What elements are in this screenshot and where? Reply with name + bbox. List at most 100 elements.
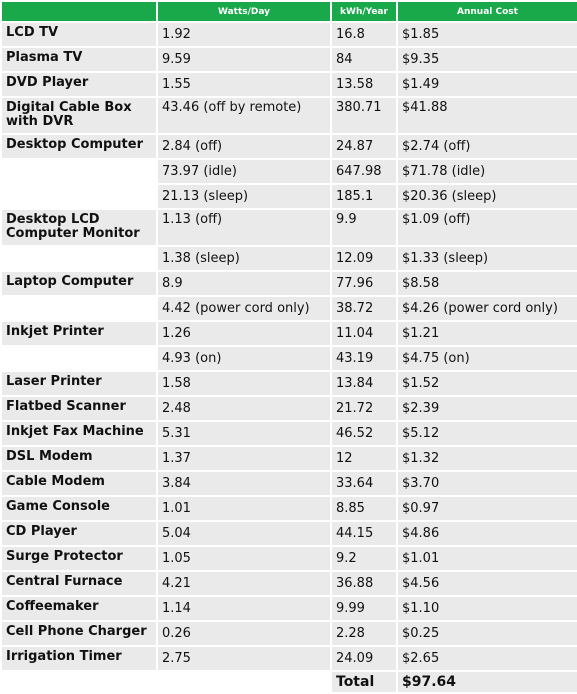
appliance-cell (2, 185, 156, 208)
appliance-cell (2, 160, 156, 183)
cost-cell: $1.49 (398, 73, 577, 96)
kwh-cell: 185.1 (332, 185, 396, 208)
watts-cell: 4.21 (158, 572, 330, 595)
appliance-cell: Cable Modem (2, 472, 156, 495)
appliance-cell: Plasma TV (2, 48, 156, 71)
cost-cell: $5.12 (398, 422, 577, 445)
appliance-cell: CD Player (2, 522, 156, 545)
header-watts-per-day: Watts/Day (158, 2, 330, 21)
cost-cell: $4.26 (power cord only) (398, 297, 577, 320)
kwh-cell: 9.2 (332, 547, 396, 570)
kwh-cell: 12 (332, 447, 396, 470)
table-row: Cell Phone Charger 0.26 2.28 $0.25 (2, 622, 577, 645)
cost-cell: $4.86 (398, 522, 577, 545)
watts-cell: 1.55 (158, 73, 330, 96)
total-value: $97.64 (398, 672, 577, 692)
total-spacer (158, 672, 330, 692)
cost-cell: $2.65 (398, 647, 577, 670)
watts-cell: 3.84 (158, 472, 330, 495)
cost-cell: $20.36 (sleep) (398, 185, 577, 208)
watts-cell: 2.75 (158, 647, 330, 670)
table-header: Watts/Day kWh/Year Annual Cost (2, 2, 577, 21)
cost-cell: $1.33 (sleep) (398, 247, 577, 270)
table-row: Plasma TV 9.59 84 $9.35 (2, 48, 577, 71)
table-row: Digital Cable Box with DVR 43.46 (off by … (2, 98, 577, 133)
kwh-cell: 77.96 (332, 272, 396, 295)
kwh-cell: 33.64 (332, 472, 396, 495)
cost-cell: $1.21 (398, 322, 577, 345)
appliance-cell: Irrigation Timer (2, 647, 156, 670)
appliance-cell: Desktop Computer (2, 135, 156, 158)
table-row: 4.42 (power cord only) 38.72 $4.26 (power … (2, 297, 577, 320)
cost-cell: $0.97 (398, 497, 577, 520)
appliance-cell: Inkjet Fax Machine (2, 422, 156, 445)
watts-cell: 1.05 (158, 547, 330, 570)
appliance-cell (2, 347, 156, 370)
cost-cell: $9.35 (398, 48, 577, 71)
kwh-cell: 9.99 (332, 597, 396, 620)
watts-cell: 4.42 (power cord only) (158, 297, 330, 320)
table-row: DSL Modem 1.37 12 $1.32 (2, 447, 577, 470)
watts-cell: 1.26 (158, 322, 330, 345)
appliance-cell: Laser Printer (2, 372, 156, 395)
table-row: Desktop Computer 2.84 (off) 24.87 $2.74 (of… (2, 135, 577, 158)
appliance-cell: Laptop Computer (2, 272, 156, 295)
kwh-cell: 43.19 (332, 347, 396, 370)
header-kwh-per-year: kWh/Year (332, 2, 396, 21)
cost-cell: $2.39 (398, 397, 577, 420)
cost-cell: $41.88 (398, 98, 577, 133)
kwh-cell: 21.72 (332, 397, 396, 420)
table-row: Inkjet Fax Machine 5.31 46.52 $5.12 (2, 422, 577, 445)
watts-cell: 1.92 (158, 23, 330, 46)
table-row: Laser Printer 1.58 13.84 $1.52 (2, 372, 577, 395)
kwh-cell: 11.04 (332, 322, 396, 345)
table-row: DVD Player 1.55 13.58 $1.49 (2, 73, 577, 96)
header-appliance (2, 2, 156, 21)
appliance-cell (2, 247, 156, 270)
table-row: Coffeemaker 1.14 9.99 $1.10 (2, 597, 577, 620)
table-row: Game Console 1.01 8.85 $0.97 (2, 497, 577, 520)
cost-cell: $1.32 (398, 447, 577, 470)
table-row: 73.97 (idle) 647.98 $71.78 (idle) (2, 160, 577, 183)
table-row: Central Furnace 4.21 36.88 $4.56 (2, 572, 577, 595)
cost-cell: $1.85 (398, 23, 577, 46)
kwh-cell: 2.28 (332, 622, 396, 645)
kwh-cell: 16.8 (332, 23, 396, 46)
kwh-cell: 24.87 (332, 135, 396, 158)
appliance-cell: Surge Protector (2, 547, 156, 570)
appliance-cell: Digital Cable Box with DVR (2, 98, 156, 133)
watts-cell: 1.58 (158, 372, 330, 395)
watts-cell: 9.59 (158, 48, 330, 71)
table-row: Cable Modem 3.84 33.64 $3.70 (2, 472, 577, 495)
total-label: Total (332, 672, 396, 692)
cost-cell: $4.75 (on) (398, 347, 577, 370)
cost-cell: $8.58 (398, 272, 577, 295)
watts-cell: 1.13 (off) (158, 210, 330, 245)
kwh-cell: 380.71 (332, 98, 396, 133)
watts-cell: 1.01 (158, 497, 330, 520)
watts-cell: 73.97 (idle) (158, 160, 330, 183)
cost-cell: $1.09 (off) (398, 210, 577, 245)
watts-cell: 1.14 (158, 597, 330, 620)
appliance-cell: Flatbed Scanner (2, 397, 156, 420)
total-spacer (2, 672, 156, 692)
kwh-cell: 38.72 (332, 297, 396, 320)
kwh-cell: 647.98 (332, 160, 396, 183)
appliance-cell (2, 297, 156, 320)
watts-cell: 8.9 (158, 272, 330, 295)
watts-cell: 5.31 (158, 422, 330, 445)
cost-cell: $0.25 (398, 622, 577, 645)
watts-cell: 2.84 (off) (158, 135, 330, 158)
table-row: LCD TV 1.92 16.8 $1.85 (2, 23, 577, 46)
table-row: CD Player 5.04 44.15 $4.86 (2, 522, 577, 545)
watts-cell: 43.46 (off by remote) (158, 98, 330, 133)
kwh-cell: 84 (332, 48, 396, 71)
kwh-cell: 8.85 (332, 497, 396, 520)
appliance-cell: Coffeemaker (2, 597, 156, 620)
kwh-cell: 9.9 (332, 210, 396, 245)
cost-cell: $1.52 (398, 372, 577, 395)
kwh-cell: 24.09 (332, 647, 396, 670)
kwh-cell: 36.88 (332, 572, 396, 595)
